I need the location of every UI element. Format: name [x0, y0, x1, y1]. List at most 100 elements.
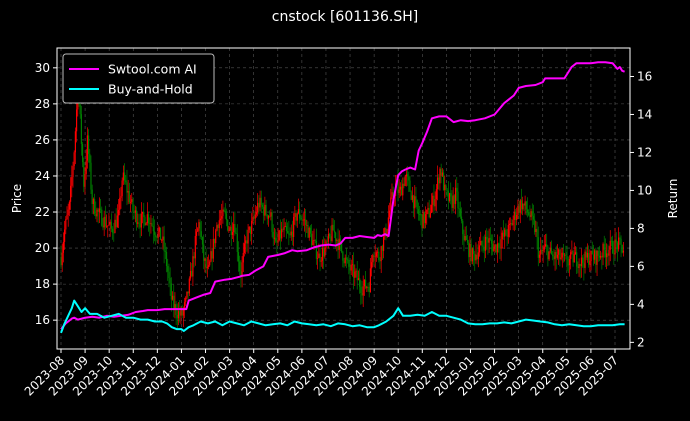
- candle-body: [155, 234, 157, 238]
- candle-body: [115, 219, 117, 228]
- candle-body: [400, 186, 403, 196]
- candle-body: [432, 195, 434, 205]
- candle-body: [167, 266, 169, 272]
- candle-body: [447, 190, 449, 201]
- candle-body: [287, 231, 289, 234]
- candle-body: [584, 251, 586, 268]
- candle-body: [547, 246, 549, 260]
- candle-body: [139, 223, 141, 228]
- candle-body: [95, 214, 97, 217]
- candle-body: [67, 209, 69, 216]
- candle-body: [181, 309, 183, 316]
- candle-body: [276, 241, 278, 243]
- candle-body: [93, 198, 96, 215]
- candle-body: [553, 256, 555, 260]
- candle-body: [489, 237, 491, 240]
- candle-body: [291, 231, 294, 237]
- candle-body: [356, 270, 358, 281]
- candle-body: [602, 243, 604, 258]
- candle-body: [73, 152, 75, 167]
- candle-body: [233, 223, 235, 233]
- candle-body: [445, 184, 447, 190]
- candle-body: [193, 256, 195, 259]
- legend-box: [62, 53, 215, 104]
- candle-body: [486, 236, 488, 240]
- candle-body: [123, 172, 126, 181]
- candle-body: [450, 193, 452, 197]
- candle-body: [235, 233, 237, 234]
- candle-body: [266, 214, 268, 219]
- candle-body: [469, 243, 471, 258]
- candle-body: [217, 225, 219, 229]
- tick-label-right: 4: [637, 297, 645, 311]
- candle-body: [472, 248, 475, 254]
- candle-body: [257, 202, 259, 213]
- candle-body: [478, 245, 481, 253]
- candle-body: [216, 225, 218, 231]
- candle-body: [350, 264, 352, 271]
- candle-body: [438, 177, 440, 184]
- candle-body: [240, 271, 242, 277]
- candle-body: [353, 264, 355, 278]
- candle-body: [117, 209, 120, 216]
- candle-body: [514, 212, 517, 220]
- candle-body: [577, 266, 579, 269]
- candle-body: [554, 251, 556, 260]
- candle-body: [128, 190, 130, 203]
- candle-body: [511, 223, 513, 226]
- candle-body: [365, 279, 367, 289]
- candle-body: [417, 209, 419, 215]
- candle-body: [609, 240, 611, 250]
- candle-body: [101, 209, 103, 226]
- candle-body: [465, 236, 467, 241]
- candle-body: [500, 239, 502, 249]
- candle-body: [96, 209, 98, 217]
- candle-body: [305, 219, 307, 226]
- candle-body: [414, 196, 416, 209]
- candle-body: [138, 222, 140, 224]
- candle-body: [111, 228, 114, 233]
- candle-body: [187, 291, 189, 294]
- candle-body: [79, 104, 81, 115]
- candle-body: [359, 278, 361, 287]
- candle-body: [349, 266, 351, 271]
- candle-body: [558, 249, 560, 255]
- candle-body: [487, 239, 489, 243]
- candle-body: [149, 223, 151, 225]
- candle-body: [540, 249, 542, 255]
- candle-body: [300, 218, 302, 220]
- candle-body: [299, 209, 301, 219]
- candle-body: [603, 243, 605, 251]
- candle-body: [227, 219, 229, 231]
- candle-body: [174, 304, 176, 309]
- tick-label-left: 22: [35, 205, 50, 219]
- candle-body: [556, 254, 559, 258]
- legend-label-ai: Swtool.com AI: [108, 62, 197, 77]
- candle-body: [296, 213, 298, 221]
- candle-body: [460, 216, 463, 221]
- candle-body: [234, 223, 236, 234]
- candle-body: [548, 251, 550, 260]
- tick-label-left: 26: [35, 133, 50, 147]
- candle-body: [339, 238, 342, 243]
- candle-body: [146, 214, 148, 224]
- candle-body: [221, 216, 223, 219]
- candle-body: [488, 237, 490, 243]
- candle-body: [114, 219, 116, 233]
- candle-body: [429, 212, 431, 218]
- candle-body: [134, 210, 136, 213]
- candle-body: [433, 195, 435, 207]
- candle-body: [434, 199, 436, 207]
- candle-body: [103, 216, 105, 228]
- tick-label-left: 28: [35, 97, 50, 111]
- candle-body: [104, 216, 106, 227]
- candle-body: [384, 228, 386, 237]
- tick-label-right: 8: [637, 221, 645, 235]
- candle-body: [440, 168, 442, 176]
- candle-body: [477, 252, 479, 260]
- candle-body: [212, 238, 214, 259]
- candle-body: [564, 254, 566, 256]
- candle-body: [297, 209, 300, 214]
- candle-body: [559, 249, 561, 260]
- candle-body: [137, 222, 139, 224]
